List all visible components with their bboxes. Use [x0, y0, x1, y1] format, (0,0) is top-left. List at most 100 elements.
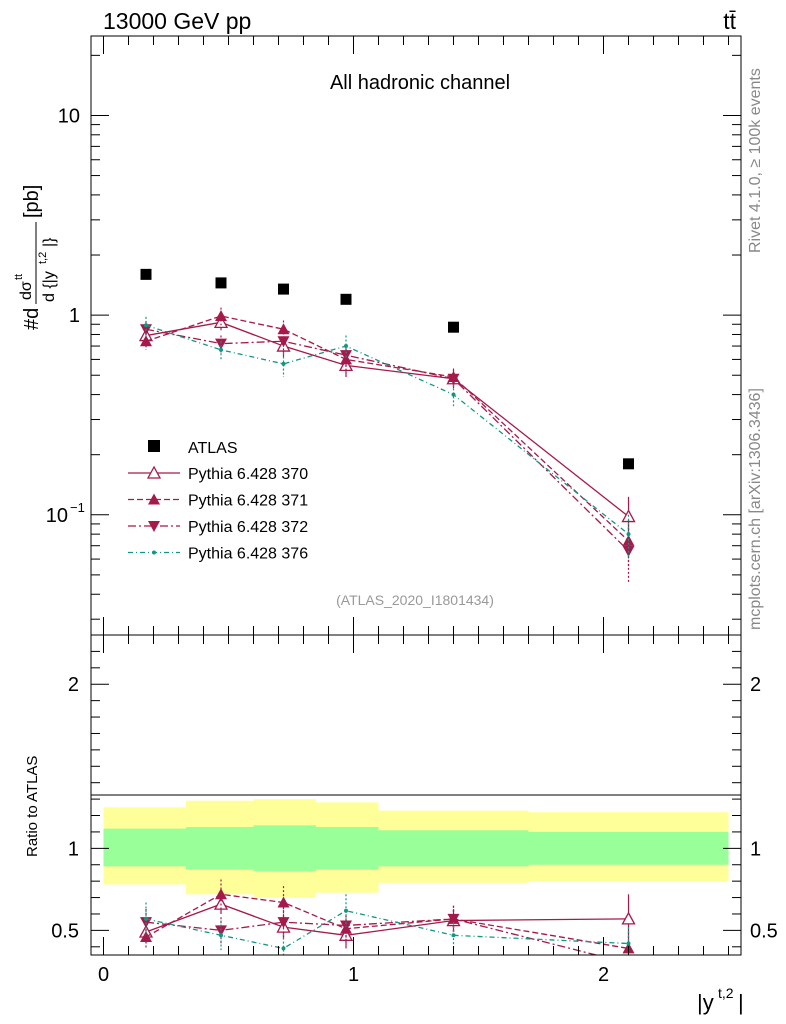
x-tick-label: 0 — [98, 964, 109, 986]
series-0-point — [213, 314, 229, 329]
legend-series-marker — [148, 521, 160, 532]
series-1-point — [215, 309, 227, 321]
process-label: tt̄ — [723, 8, 736, 34]
svg-text:|}: |} — [41, 237, 58, 247]
series-3-ratio-point — [344, 908, 348, 913]
ratio-series-group — [138, 879, 636, 969]
mcplots-label: mcplots.cern.ch [arXiv:1306.3436] — [747, 388, 764, 630]
legend-series-marker — [148, 493, 160, 505]
series-3-point — [281, 361, 286, 366]
legend-series-label: Pythia 6.428 370 — [188, 466, 308, 483]
ratio-y-tick-label: 1 — [68, 838, 79, 860]
series-2-ratio-point — [277, 917, 290, 929]
series-2-ratio-point — [215, 925, 227, 937]
legend-series-label: Pythia 6.428 372 — [188, 519, 308, 536]
svg-text:|: | — [738, 990, 744, 1015]
atlas-data-points — [140, 268, 634, 470]
inner-uncertainty-band — [103, 828, 186, 867]
series-2-ratio-point — [340, 920, 352, 932]
series-2-ratio-point — [447, 913, 460, 925]
legend-series-label: Pythia 6.428 376 — [188, 546, 308, 563]
main-series-group — [138, 307, 636, 583]
rivet-version-label: Rivet 4.1.0, ≥ 100k events — [747, 68, 764, 253]
channel-title: All hadronic channel — [330, 72, 510, 94]
y-tick-label: 10 — [58, 105, 80, 127]
series-2-point — [447, 373, 460, 385]
series-2-point — [277, 336, 290, 348]
series-3-point — [344, 344, 348, 349]
svg-text:t,2: t,2 — [37, 252, 49, 264]
series-3-point — [144, 323, 148, 328]
inner-uncertainty-band — [186, 827, 254, 870]
series-3-ratio-point — [281, 946, 286, 951]
legend-series-marker — [152, 550, 156, 555]
collision-label: 13000 GeV pp — [103, 8, 251, 34]
svg-text:dσ: dσ — [18, 281, 35, 300]
series-1-ratio-point — [140, 930, 152, 942]
atlas-data-point — [140, 268, 152, 280]
y-tick-label: 1 — [69, 305, 80, 327]
series-0-line — [145, 321, 629, 518]
atlas-data-point — [448, 321, 459, 333]
svg-text:|y: |y — [697, 990, 714, 1015]
ratio-y-tick-label-right: 2 — [750, 674, 761, 696]
series-3-ratio-point — [144, 916, 148, 921]
ratio-y-tick-label: 2 — [68, 674, 79, 696]
series-1-line — [145, 315, 629, 542]
series-1-point — [140, 335, 152, 347]
y-tick-exponent: −1 — [70, 500, 85, 515]
atlas-data-point — [215, 277, 227, 289]
x-axis-label: |y t,2 | — [697, 985, 744, 1015]
legend-series-group: Pythia 6.428 370 Pythia 6.428 371 Pythia 6… — [128, 465, 308, 563]
inner-uncertainty-band — [378, 830, 529, 867]
y-tick-label: 10 — [46, 505, 68, 527]
svg-text:tt: tt — [13, 274, 25, 280]
ratio-panel: 0 1 2 0.5 0.5 1 1 2 2 Ratio to ATLAS — [24, 634, 778, 986]
ratio-axis-ticks: 0 1 2 0.5 0.5 1 1 2 2 — [51, 635, 778, 986]
series-3-line — [145, 324, 629, 535]
svg-text:#d: #d — [21, 308, 43, 330]
series-3-ratio-point — [626, 941, 631, 946]
atlas-data-point — [623, 458, 634, 470]
ratio-y-axis-label: Ratio to ATLAS — [24, 756, 41, 857]
series-2-line — [145, 328, 629, 552]
series-2-ratio-line — [145, 918, 599, 955]
svg-text:[pb]: [pb] — [21, 185, 43, 218]
ratio-uncertainty-bands — [103, 799, 729, 898]
ratio-y-tick-label-right: 0.5 — [750, 920, 778, 942]
series-2-point — [215, 338, 227, 350]
series-3-point — [219, 347, 223, 352]
series-2-ratio-point — [623, 958, 635, 969]
main-y-axis-label: #d dσ tt d {|y t,2 |} [pb] — [13, 185, 58, 330]
ratio-y-tick-label-right: 1 — [750, 838, 761, 860]
series-1-ratio-point — [215, 888, 227, 900]
svg-text:t,2: t,2 — [718, 985, 734, 1001]
legend-atlas-label: ATLAS — [188, 440, 238, 457]
series-0-ratio-point — [621, 911, 636, 925]
series-3-point — [451, 392, 456, 397]
svg-text:d {|y: d {|y — [41, 271, 58, 302]
ratio-y-tick-label: 0.5 — [51, 920, 79, 942]
series-1-ratio-point — [277, 896, 290, 908]
series-3-ratio-line — [145, 910, 629, 950]
x-tick-label: 2 — [598, 964, 609, 986]
atlas-data-point — [278, 283, 289, 295]
inner-uncertainty-band — [528, 831, 729, 865]
inner-uncertainty-band — [253, 825, 316, 872]
legend-series-label: Pythia 6.428 371 — [188, 493, 308, 510]
series-0-ratio-line — [145, 903, 629, 936]
legend-series-marker — [146, 465, 162, 479]
legend-atlas-marker — [148, 440, 160, 452]
analysis-watermark: (ATLAS_2020_I1801434) — [336, 592, 494, 608]
ratio-panel-frame — [90, 634, 742, 956]
series-3-ratio-point — [219, 933, 223, 938]
x-tick-label: 1 — [348, 964, 359, 986]
atlas-data-point — [340, 293, 352, 305]
series-1-point — [277, 323, 290, 335]
inner-uncertainty-band — [316, 827, 379, 870]
series-1-ratio-line — [145, 893, 629, 950]
series-3-ratio-point — [451, 933, 456, 938]
